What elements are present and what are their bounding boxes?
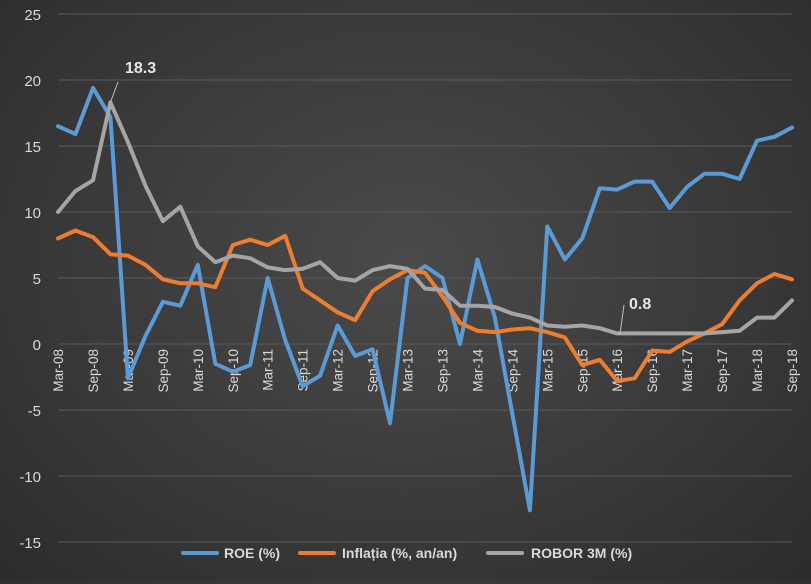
legend-label: ROBOR 3M (%)	[531, 545, 632, 561]
x-tick-label: Mar-12	[331, 349, 346, 392]
x-tick-label: Sep-08	[86, 349, 101, 393]
x-tick-label: Mar-15	[540, 349, 555, 392]
x-tick-label: Mar-14	[470, 349, 485, 392]
data-label: 0.8	[629, 296, 651, 313]
y-tick-label: 5	[33, 271, 41, 288]
y-tick-label: -15	[19, 535, 41, 552]
x-tick-label: Mar-18	[750, 349, 765, 392]
data-annotations: 18.3 0.8	[109, 60, 651, 334]
legend-label: ROE (%)	[224, 545, 280, 561]
x-tick-label: Mar-08	[51, 349, 66, 392]
x-tick-label: Mar-13	[401, 349, 416, 392]
x-tick-label: Sep-09	[156, 349, 171, 393]
data-label: 18.3	[125, 60, 156, 77]
x-tick-label: Mar-16	[610, 349, 625, 392]
annotation-leader	[617, 304, 625, 334]
x-tick-label: Mar-10	[191, 349, 206, 392]
x-tick-label: Sep-13	[435, 349, 450, 393]
y-tick-label: 0	[33, 337, 41, 354]
series-line-2	[56, 228, 794, 383]
x-tick-label: Sep-14	[505, 349, 520, 393]
gridlines	[58, 13, 792, 543]
y-tick-label: -10	[19, 469, 41, 486]
x-tick-label: Mar-17	[680, 349, 695, 392]
series-lines	[56, 85, 794, 513]
series-line-3	[56, 100, 794, 336]
legend: ROE (%) Inflația (%, an/an) ROBOR 3M (%)	[181, 545, 632, 561]
x-axis-tick-labels: Mar-08 Sep-08 Mar-09 Sep-09 Mar-10 Sep-10 Mar-…	[51, 349, 800, 393]
y-axis-tick-labels: -15 -10 -5 0 5 10 15 20 25	[19, 7, 41, 552]
y-tick-label: 10	[24, 205, 41, 222]
y-tick-label: 20	[24, 73, 41, 90]
y-tick-label: 15	[24, 139, 41, 156]
legend-label: Inflația (%, an/an)	[342, 545, 457, 561]
x-tick-label: Sep-16	[645, 349, 660, 393]
y-tick-label: 25	[24, 7, 41, 24]
x-tick-label: Sep-17	[715, 349, 730, 393]
x-tick-label: Mar-11	[261, 349, 276, 391]
y-tick-label: -5	[28, 403, 41, 420]
annotation-leader	[109, 81, 119, 103]
x-tick-label: Sep-18	[785, 349, 800, 393]
series-line-1	[56, 85, 794, 513]
